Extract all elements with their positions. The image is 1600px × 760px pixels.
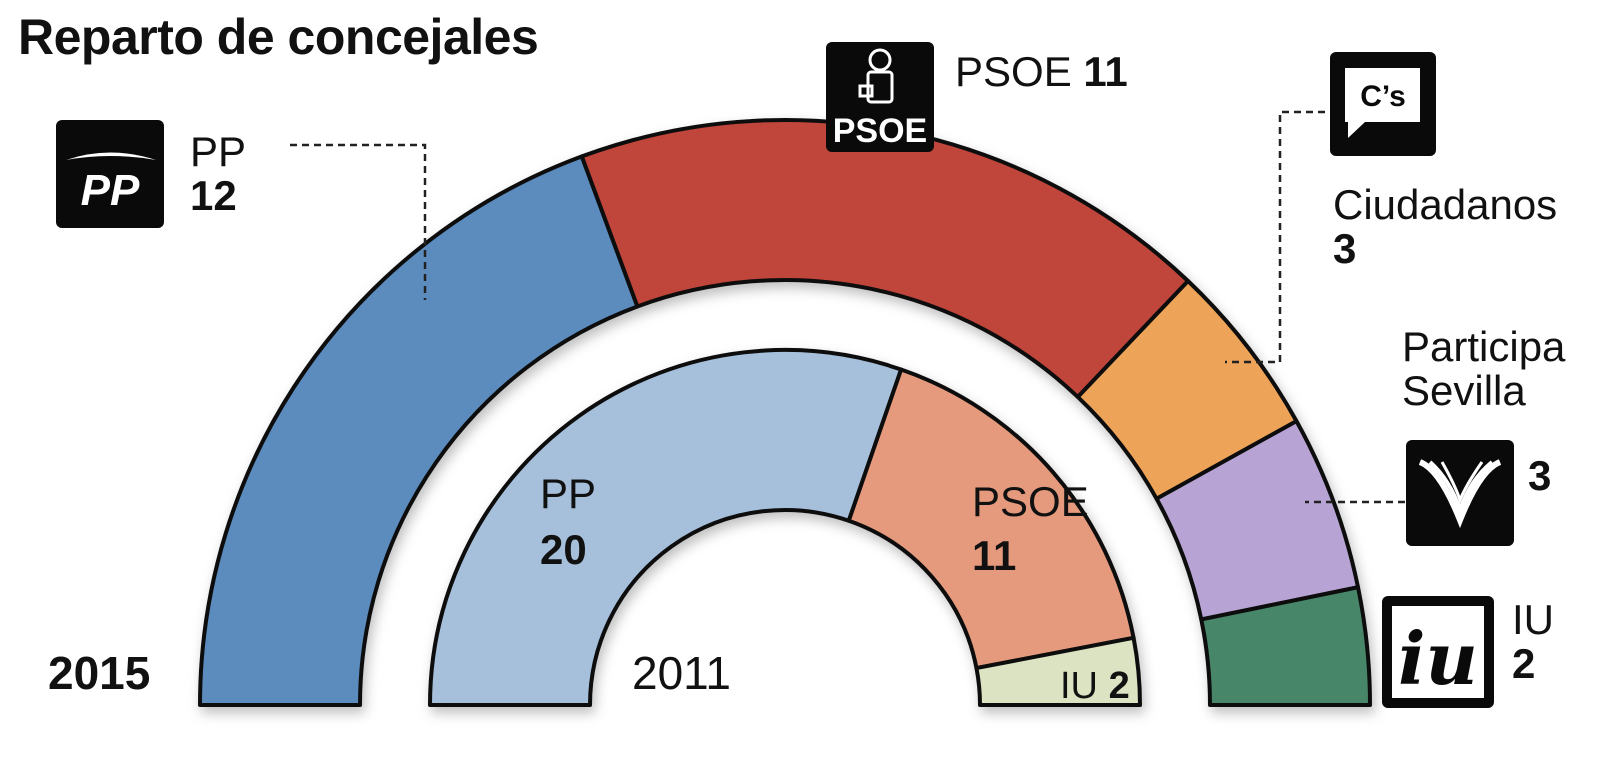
label-cs-2015-value: 3 xyxy=(1333,225,1357,272)
participa-sevilla-logo xyxy=(1406,440,1514,546)
label-psoe-2015: PSOE 11 xyxy=(955,50,1128,94)
label-cs-2015: Ciudadanos 3 xyxy=(1333,183,1557,271)
label-iu-2015-value: 2 xyxy=(1512,640,1536,687)
label-participa-2015-name: Participa Sevilla xyxy=(1402,325,1566,413)
leader-line-cs xyxy=(1225,110,1325,364)
label-iu-2011: IU 2 xyxy=(1060,664,1130,708)
label-participa-2015-value: 3 xyxy=(1528,452,1552,499)
pp-logo: PP xyxy=(56,120,164,228)
iu-logo: iu xyxy=(1382,596,1494,708)
pp-logo-text: PP xyxy=(81,166,140,215)
label-psoe-2011-name: PSOE xyxy=(972,478,1089,525)
label-psoe-2015-value: 11 xyxy=(1083,48,1128,95)
label-iu-2011-name: IU xyxy=(1060,665,1098,707)
label-iu-2011-value: 2 xyxy=(1108,665,1130,707)
label-pp-2015-name: PP xyxy=(190,128,247,175)
cs-logo-text: C’s xyxy=(1360,80,1406,113)
label-psoe-2015-name: PSOE xyxy=(955,48,1072,95)
label-pp-2015-value: 12 xyxy=(190,172,237,219)
label-cs-2015-name: Ciudadanos xyxy=(1333,181,1558,228)
label-psoe-2011-value: 11 xyxy=(972,532,1017,579)
slice-2015-pp xyxy=(198,154,640,707)
psoe-logo-text: PSOE xyxy=(833,112,927,150)
year-label-2015: 2015 xyxy=(48,647,151,699)
label-iu-2015: IU 2 xyxy=(1512,598,1554,686)
label-pp-2011: PP 20 xyxy=(540,472,596,572)
slice-2011-psoe xyxy=(846,367,1136,671)
slice-2015-iu xyxy=(1199,585,1372,707)
year-label-2011: 2011 xyxy=(632,647,731,699)
slice-2015-psoe xyxy=(579,118,1191,399)
chart-title: Reparto de concejales xyxy=(18,9,539,65)
label-pp-2015: PP 12 xyxy=(190,130,246,218)
label-pp-2011-name: PP xyxy=(540,470,597,517)
ring-2015 xyxy=(198,118,1372,707)
label-iu-2015-name: IU xyxy=(1512,596,1554,643)
label-psoe-2011: PSOE 11 xyxy=(972,480,1089,578)
psoe-fist-rose-logo: PSOE xyxy=(826,42,934,152)
iu-logo-text: iu xyxy=(1398,616,1478,701)
label-pp-2011-value: 20 xyxy=(540,526,587,573)
slice-2011-pp xyxy=(428,348,904,707)
leader-lines xyxy=(290,110,1405,504)
ciudadanos-speech-bubble-logo: C’s xyxy=(1330,52,1436,156)
ring-2011 xyxy=(428,348,1142,707)
slice-2011-iu xyxy=(974,635,1142,707)
leader-line-pp xyxy=(290,143,427,300)
